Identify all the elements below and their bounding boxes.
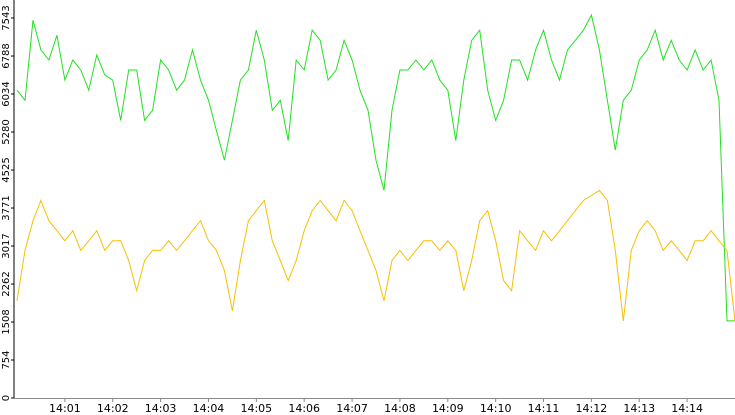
y-tick-label: 1508 bbox=[1, 309, 12, 334]
y-tick-label: 6034 bbox=[1, 81, 12, 106]
y-tick-label: 0 bbox=[1, 395, 12, 401]
series-line bbox=[16, 189, 735, 321]
x-tick-label: 14:11 bbox=[528, 402, 560, 415]
x-tick-label: 14:03 bbox=[145, 402, 177, 415]
y-tick-label: 3771 bbox=[1, 195, 12, 220]
x-tick-label: 14:05 bbox=[240, 402, 272, 415]
x-tick-label: 14:08 bbox=[384, 402, 416, 415]
y-tick-label: 754 bbox=[1, 350, 12, 369]
y-tick-label: 6788 bbox=[1, 43, 12, 68]
x-tick-label: 14:01 bbox=[49, 402, 81, 415]
y-tick-label: 3017 bbox=[1, 233, 12, 258]
x-tick-label: 14:09 bbox=[432, 402, 464, 415]
x-tick-label: 14:06 bbox=[288, 402, 320, 415]
y-tick-label: 5280 bbox=[1, 119, 12, 144]
y-tick-label: 4525 bbox=[1, 157, 12, 182]
x-tick-label: 14:14 bbox=[671, 402, 703, 415]
x-tick-label: 14:12 bbox=[576, 402, 608, 415]
x-tick-label: 14:10 bbox=[480, 402, 512, 415]
x-tick-label: 14:07 bbox=[336, 402, 368, 415]
x-tick-label: 14:04 bbox=[193, 402, 225, 415]
x-tick-label: 14:13 bbox=[623, 402, 655, 415]
y-tick-label: 7543 bbox=[1, 5, 12, 30]
y-tick-label: 2262 bbox=[1, 271, 12, 296]
series-line bbox=[16, 13, 735, 322]
x-tick-label: 14:02 bbox=[97, 402, 129, 415]
